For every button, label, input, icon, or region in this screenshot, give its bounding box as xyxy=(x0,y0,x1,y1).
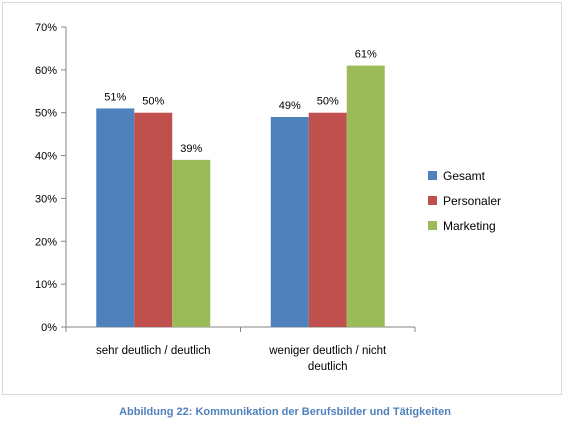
y-tick-label: 20% xyxy=(35,236,57,248)
bar-marketing-2 xyxy=(346,65,385,328)
y-tick-label: 60% xyxy=(35,65,57,77)
x-tick-label: sehr deutlich / deutlich xyxy=(96,345,210,357)
bar-marketing-1 xyxy=(172,159,211,327)
y-tick-label: 40% xyxy=(35,151,57,163)
x-tick-label: deutlich xyxy=(308,361,348,373)
x-tick-label: weniger deutlich / nicht xyxy=(268,345,387,357)
legend-swatch xyxy=(428,196,437,205)
legend-item-gesamt: Gesamt xyxy=(428,163,501,188)
legend-item-marketing: Marketing xyxy=(428,213,501,238)
data-label: 50% xyxy=(317,96,339,108)
bar-personaler-1 xyxy=(134,112,173,327)
data-labels: 51% 50% 39% 49% 50% 61% xyxy=(104,49,377,155)
y-tick-label: 30% xyxy=(35,193,57,205)
bars xyxy=(96,65,385,328)
y-tick-label: 70% xyxy=(35,22,57,34)
data-label: 49% xyxy=(279,100,301,112)
y-tick-label: 50% xyxy=(35,108,57,120)
legend-swatch xyxy=(428,171,437,180)
data-label: 51% xyxy=(104,91,126,103)
figure-caption: Abbildung 22: Kommunikation der Berufsbi… xyxy=(119,406,451,418)
legend-label: Gesamt xyxy=(443,168,486,183)
legend-swatch xyxy=(428,221,437,230)
data-label: 50% xyxy=(142,96,164,108)
bar-chart: 0% 10% 20% 30% 40% 50% 60% 70% sehr deutlich / d… xyxy=(35,22,416,373)
legend-label: Marketing xyxy=(443,218,496,233)
bar-gesamt-1 xyxy=(96,108,135,327)
legend: Gesamt Personaler Marketing xyxy=(428,163,501,238)
legend-label: Personaler xyxy=(443,193,502,208)
y-tick-label: 10% xyxy=(35,279,57,291)
bar-gesamt-2 xyxy=(270,117,309,327)
data-label: 61% xyxy=(355,49,377,61)
legend-item-personaler: Personaler xyxy=(428,188,501,213)
y-tick-label: 0% xyxy=(41,322,57,334)
bar-personaler-2 xyxy=(308,112,347,327)
data-label: 39% xyxy=(180,143,202,155)
